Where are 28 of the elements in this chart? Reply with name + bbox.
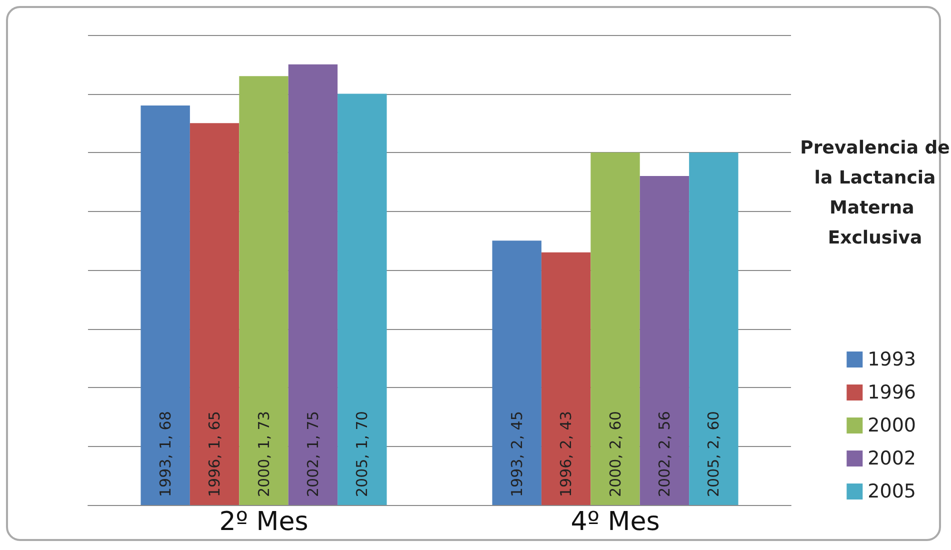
data-label: 2002, 1, 75 xyxy=(304,411,322,497)
data-label: 1993, 2, 45 xyxy=(508,411,526,497)
bar xyxy=(288,64,338,505)
bar xyxy=(492,240,542,505)
data-label: 2002, 2, 56 xyxy=(655,411,674,497)
bar xyxy=(239,76,288,505)
legend-title: Prevalencia de la Lactancia Materna Exclusiva xyxy=(800,138,950,248)
bar xyxy=(140,106,190,505)
bar xyxy=(640,176,690,505)
bar xyxy=(190,123,240,505)
bar xyxy=(590,152,640,505)
data-label: 2000, 2, 60 xyxy=(606,411,624,497)
data-label: 1993, 1, 68 xyxy=(156,411,174,497)
legend-label: 2000 xyxy=(868,414,916,436)
data-label: 1996, 1, 65 xyxy=(206,411,224,497)
bar xyxy=(338,94,387,505)
bar xyxy=(541,252,591,505)
legend-label: 1996 xyxy=(868,382,916,404)
bar xyxy=(689,152,738,505)
data-label: 1996, 2, 43 xyxy=(557,411,576,497)
x-tick-label: 4º Mes xyxy=(570,507,660,537)
legend-label: 2002 xyxy=(868,448,916,470)
data-label: 2005, 2, 60 xyxy=(704,411,723,497)
x-tick-label: 2º Mes xyxy=(219,507,308,537)
legend-label: 1993 xyxy=(868,348,916,370)
data-label: 2005, 1, 70 xyxy=(353,411,372,497)
legend-label: 2005 xyxy=(868,480,916,502)
data-label: 2000, 1, 73 xyxy=(254,411,273,497)
